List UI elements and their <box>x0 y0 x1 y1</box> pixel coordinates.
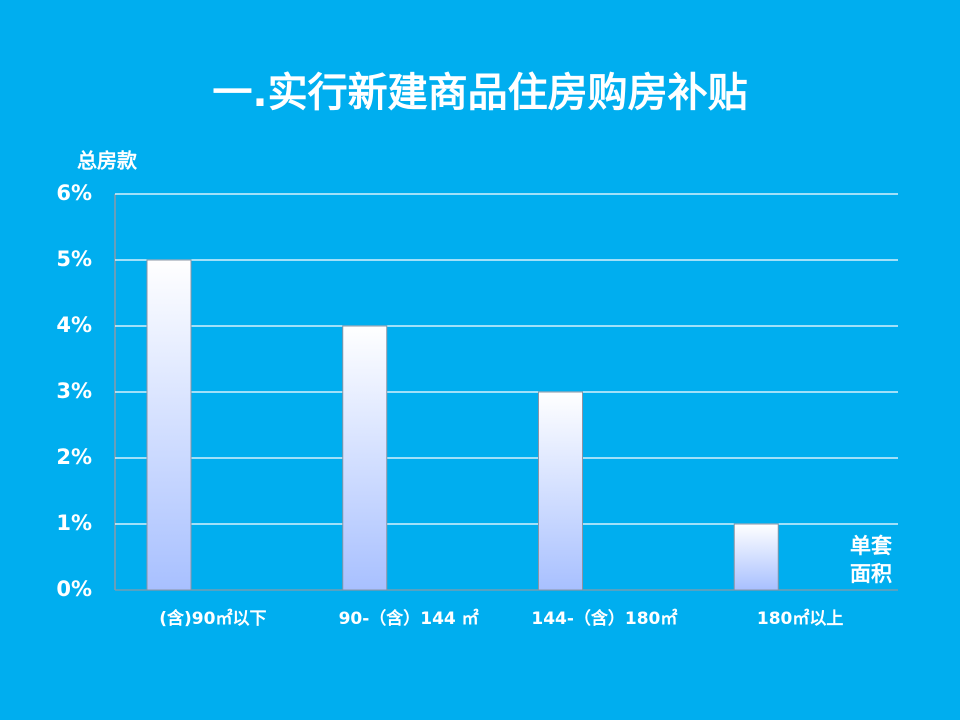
bar <box>733 523 779 591</box>
y-tick-label: 3% <box>56 379 92 403</box>
y-tick-label: 1% <box>56 511 92 535</box>
x-tick-label: 90-（含）144 ㎡ <box>339 608 479 629</box>
x-tick-label: 180㎡以上 <box>757 608 844 629</box>
bar <box>538 391 583 591</box>
x-axis-label: 单套面积 <box>850 534 892 586</box>
y-tick-label: 0% <box>56 577 92 601</box>
y-tick-label: 6% <box>56 181 92 205</box>
bar <box>146 259 192 591</box>
x-tick-label: 144-（含）180㎡ <box>531 608 677 629</box>
bar <box>342 325 388 591</box>
x-tick-label: (含)90㎡以下 <box>159 608 266 629</box>
y-tick-label: 5% <box>56 247 92 271</box>
y-tick-label: 2% <box>56 445 92 469</box>
chart-title: 一.实行新建商品住房购房补贴 <box>212 70 747 116</box>
y-tick-label: 4% <box>56 313 92 337</box>
y-axis-label: 总房款 <box>77 149 138 173</box>
